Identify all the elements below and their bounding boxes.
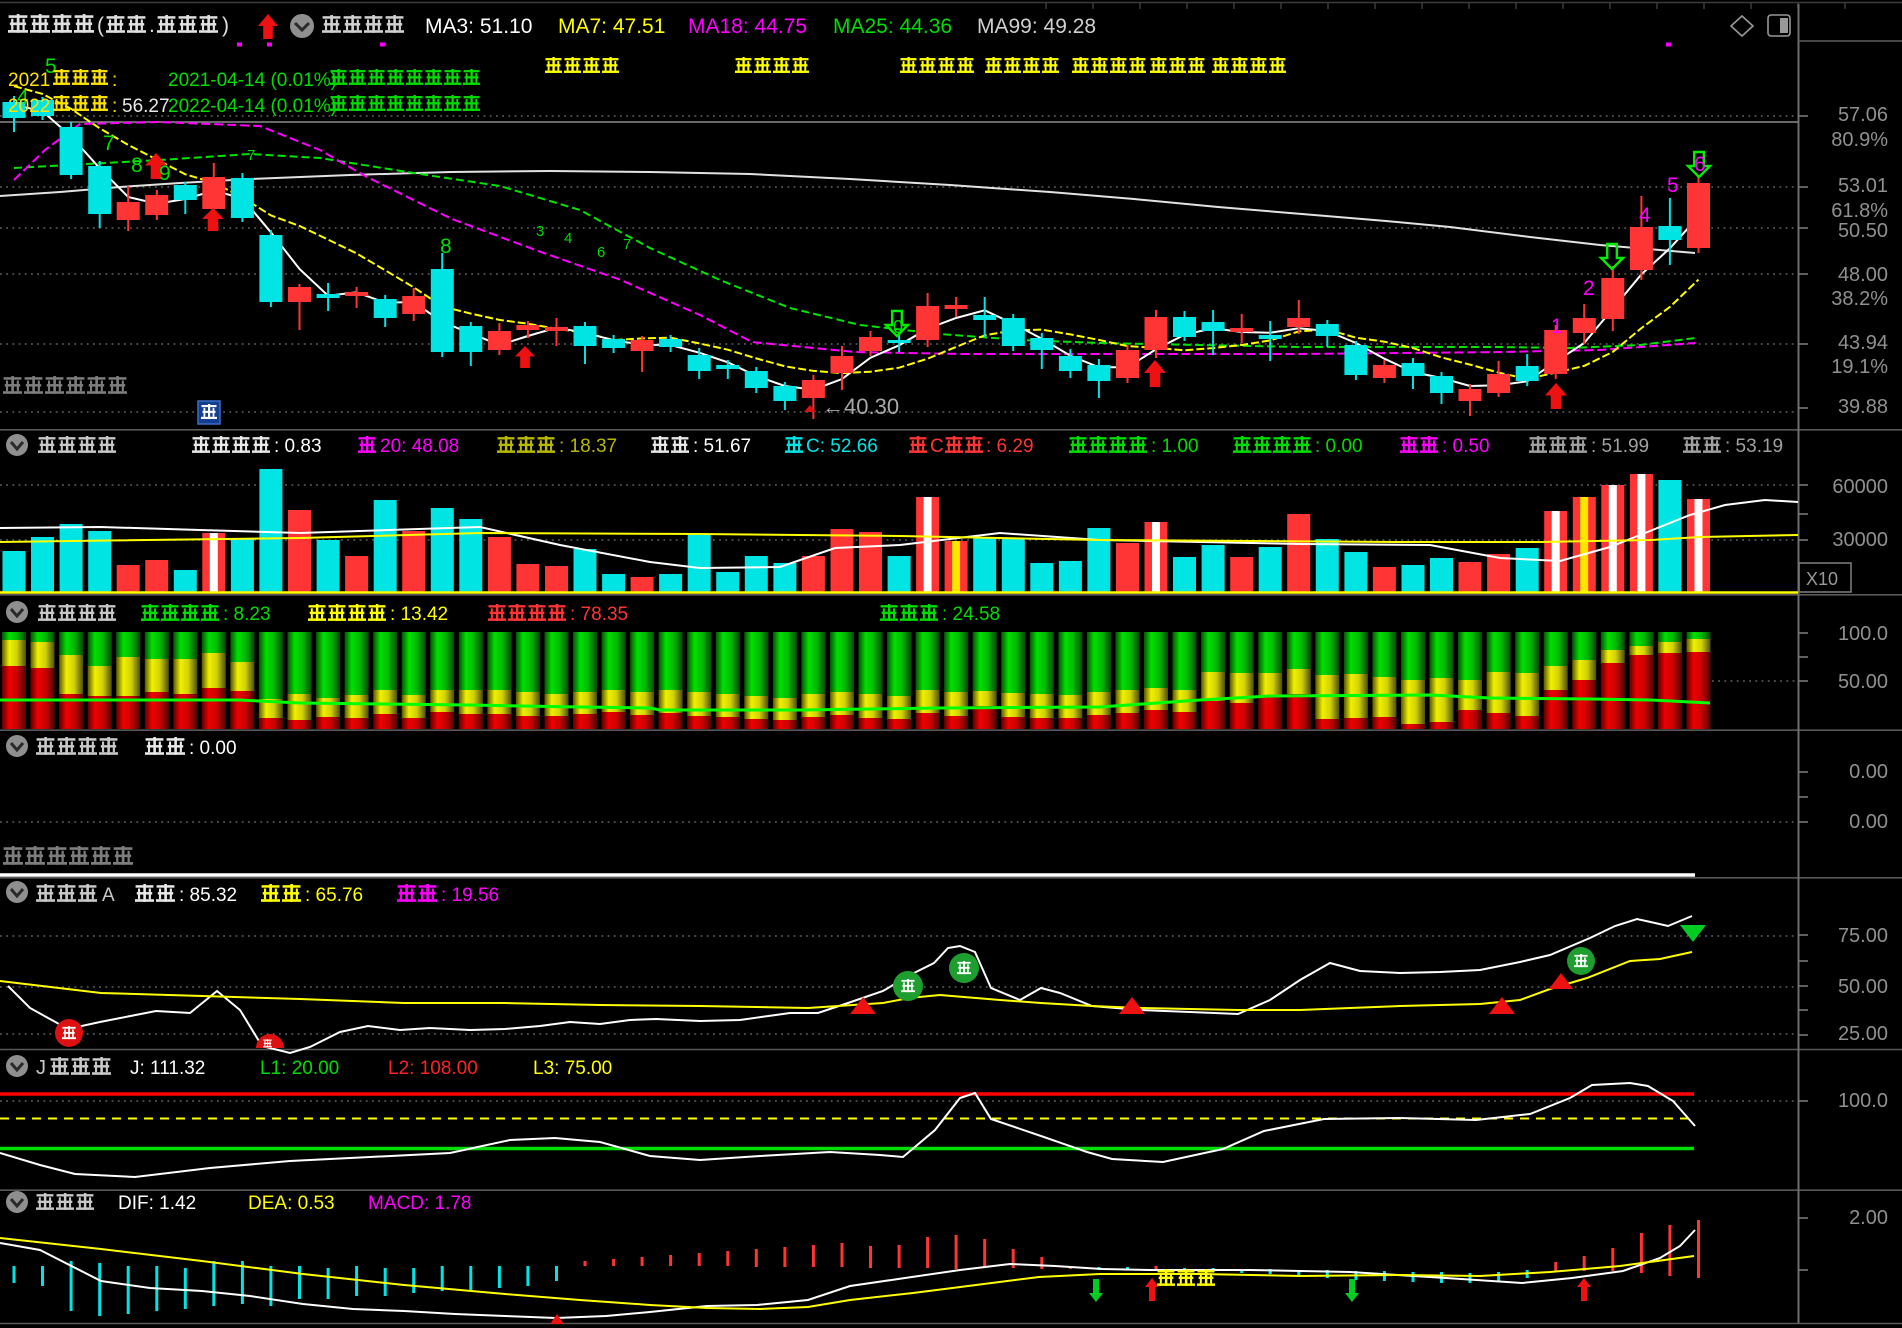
svg-text:1: 1 xyxy=(1551,315,1563,338)
svg-text:: 51.99: : 51.99 xyxy=(1591,436,1649,457)
svg-text:7: 7 xyxy=(623,236,631,253)
svg-text:4: 4 xyxy=(1639,204,1651,227)
svg-text:MA99: 49.28: MA99: 49.28 xyxy=(977,15,1096,38)
svg-text::: : xyxy=(112,70,117,91)
svg-text:J: J xyxy=(36,1057,46,1079)
svg-text:80.9%: 80.9% xyxy=(1831,129,1888,151)
svg-text:): ) xyxy=(222,14,229,37)
svg-text:4: 4 xyxy=(17,86,29,109)
svg-text:60000: 60000 xyxy=(1832,476,1888,498)
svg-text:5: 5 xyxy=(45,55,57,78)
svg-text:61.8%: 61.8% xyxy=(1831,200,1888,222)
svg-text:MA7: 47.51: MA7: 47.51 xyxy=(558,15,665,38)
svg-text:: 18.37: : 18.37 xyxy=(559,436,617,457)
svg-text:0: 0 xyxy=(893,317,903,337)
svg-text:56.27: 56.27 xyxy=(122,96,170,117)
svg-text:: 51.67: : 51.67 xyxy=(693,436,751,457)
svg-text:3: 3 xyxy=(536,223,544,240)
svg-text:←40.30: ←40.30 xyxy=(822,394,899,419)
svg-text:8: 8 xyxy=(440,235,452,258)
svg-text:53.01: 53.01 xyxy=(1838,175,1888,197)
svg-text:57.06: 57.06 xyxy=(1838,104,1888,126)
svg-text:L3: 75.00: L3: 75.00 xyxy=(533,1058,612,1079)
svg-text:5: 5 xyxy=(1667,174,1679,197)
svg-text:2021-04-14 (0.01%): 2021-04-14 (0.01%) xyxy=(168,70,337,91)
svg-text:30000: 30000 xyxy=(1832,529,1888,551)
svg-text:50.50: 50.50 xyxy=(1838,220,1888,242)
svg-text:2022-04-14 (0.01%): 2022-04-14 (0.01%) xyxy=(168,96,337,117)
svg-text:A: A xyxy=(102,885,115,906)
svg-text:DEA: 0.53: DEA: 0.53 xyxy=(248,1193,335,1214)
svg-text:7: 7 xyxy=(247,147,255,164)
svg-text:C: C xyxy=(930,436,944,457)
svg-text:: 0.50: : 0.50 xyxy=(1442,436,1490,457)
svg-text:100.0: 100.0 xyxy=(1838,1090,1888,1112)
svg-text:25.00: 25.00 xyxy=(1838,1023,1888,1045)
svg-text:2022: 2022 xyxy=(8,96,50,117)
svg-text:6: 6 xyxy=(597,244,605,261)
svg-text:8: 8 xyxy=(131,154,143,177)
svg-text::: : xyxy=(112,96,117,117)
svg-text:43.94: 43.94 xyxy=(1838,332,1888,354)
svg-text:2.00: 2.00 xyxy=(1849,1207,1888,1229)
svg-text:0.00: 0.00 xyxy=(1849,761,1888,783)
svg-text:: 78.35: : 78.35 xyxy=(570,604,628,625)
svg-text:MA25: 44.36: MA25: 44.36 xyxy=(833,15,952,38)
svg-text:: 0.00: : 0.00 xyxy=(1315,436,1363,457)
svg-text:9: 9 xyxy=(159,162,171,185)
svg-text:7: 7 xyxy=(103,132,115,155)
svg-text:0.00: 0.00 xyxy=(1849,811,1888,833)
svg-text:MA18: 44.75: MA18: 44.75 xyxy=(688,15,807,38)
svg-text:L2: 108.00: L2: 108.00 xyxy=(388,1058,478,1079)
svg-text:2021: 2021 xyxy=(8,70,50,91)
svg-text:(: ( xyxy=(97,14,104,37)
svg-text:: 0.00: : 0.00 xyxy=(189,738,237,759)
svg-text:: 85.32: : 85.32 xyxy=(179,885,237,906)
svg-text:: 24.58: : 24.58 xyxy=(942,604,1000,625)
svg-text:2: 2 xyxy=(1583,277,1595,300)
svg-text:X10: X10 xyxy=(1806,569,1838,589)
svg-text:19.1%: 19.1% xyxy=(1831,356,1888,378)
svg-text:MA3: 51.10: MA3: 51.10 xyxy=(425,15,532,38)
svg-text:50.00: 50.00 xyxy=(1838,671,1888,693)
svg-text:: 65.76: : 65.76 xyxy=(305,885,363,906)
svg-text:100.0: 100.0 xyxy=(1838,623,1888,645)
svg-text:L1: 20.00: L1: 20.00 xyxy=(260,1058,339,1079)
svg-text:MACD: 1.78: MACD: 1.78 xyxy=(368,1193,471,1214)
svg-text:: 1.00: : 1.00 xyxy=(1151,436,1199,457)
svg-text:C: 52.66: C: 52.66 xyxy=(806,436,878,457)
svg-text:20: 48.08: 20: 48.08 xyxy=(380,436,459,457)
svg-text:: 8.23: : 8.23 xyxy=(223,604,271,625)
svg-text:4: 4 xyxy=(564,230,572,247)
svg-text:48.00: 48.00 xyxy=(1838,264,1888,286)
svg-text:: 6.29: : 6.29 xyxy=(986,436,1034,457)
svg-text:: 0.83: : 0.83 xyxy=(274,436,322,457)
svg-text:39.88: 39.88 xyxy=(1838,396,1888,418)
svg-text:6: 6 xyxy=(1694,153,1706,176)
svg-text:: 13.42: : 13.42 xyxy=(390,604,448,625)
svg-text:50.00: 50.00 xyxy=(1838,976,1888,998)
svg-text:.: . xyxy=(149,14,155,37)
svg-text:DIF: 1.42: DIF: 1.42 xyxy=(118,1193,196,1214)
svg-text:: 53.19: : 53.19 xyxy=(1725,436,1783,457)
svg-text:38.2%: 38.2% xyxy=(1831,288,1888,310)
svg-text:75.00: 75.00 xyxy=(1838,925,1888,947)
svg-text:: 19.56: : 19.56 xyxy=(441,885,499,906)
svg-text:J: 111.32: J: 111.32 xyxy=(130,1058,205,1079)
